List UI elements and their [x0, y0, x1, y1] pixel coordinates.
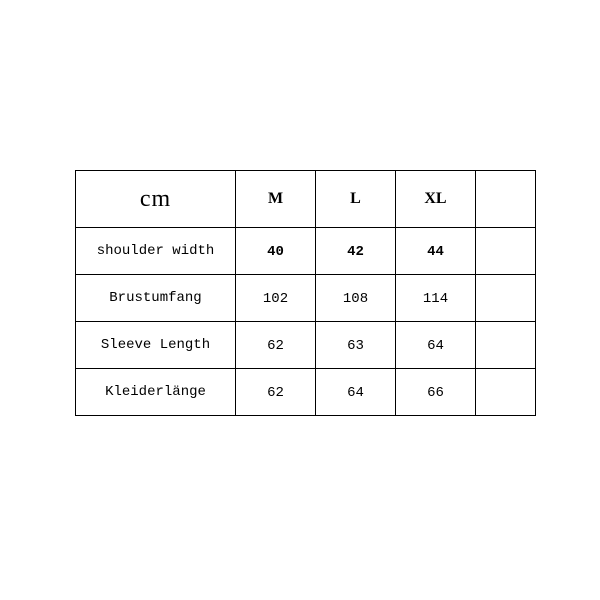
row-label: Brustumfang	[76, 275, 236, 322]
size-header-m: M	[236, 171, 316, 228]
empty-cell	[476, 322, 536, 369]
table-row: Brustumfang 102 108 114	[76, 275, 536, 322]
cell: 102	[236, 275, 316, 322]
table-row: Kleiderlänge 62 64 66	[76, 369, 536, 416]
cell: 64	[316, 369, 396, 416]
unit-label: cm	[140, 186, 171, 212]
empty-cell	[476, 275, 536, 322]
cell: 42	[316, 228, 396, 275]
cell: 114	[396, 275, 476, 322]
table-header-row: cm M L XL	[76, 171, 536, 228]
empty-cell	[476, 228, 536, 275]
row-label: Kleiderlänge	[76, 369, 236, 416]
size-header-l: L	[316, 171, 396, 228]
cell: 40	[236, 228, 316, 275]
empty-cell	[476, 369, 536, 416]
unit-cell: cm	[76, 171, 236, 228]
table-row: Sleeve Length 62 63 64	[76, 322, 536, 369]
size-chart-table: cm M L XL shoulder width 40 42 44 Brustu…	[75, 170, 536, 416]
cell: 66	[396, 369, 476, 416]
empty-header-cell	[476, 171, 536, 228]
table-row: shoulder width 40 42 44	[76, 228, 536, 275]
cell: 62	[236, 322, 316, 369]
size-header-xl: XL	[396, 171, 476, 228]
cell: 44	[396, 228, 476, 275]
cell: 62	[236, 369, 316, 416]
cell: 108	[316, 275, 396, 322]
row-label: Sleeve Length	[76, 322, 236, 369]
row-label: shoulder width	[76, 228, 236, 275]
cell: 63	[316, 322, 396, 369]
cell: 64	[396, 322, 476, 369]
